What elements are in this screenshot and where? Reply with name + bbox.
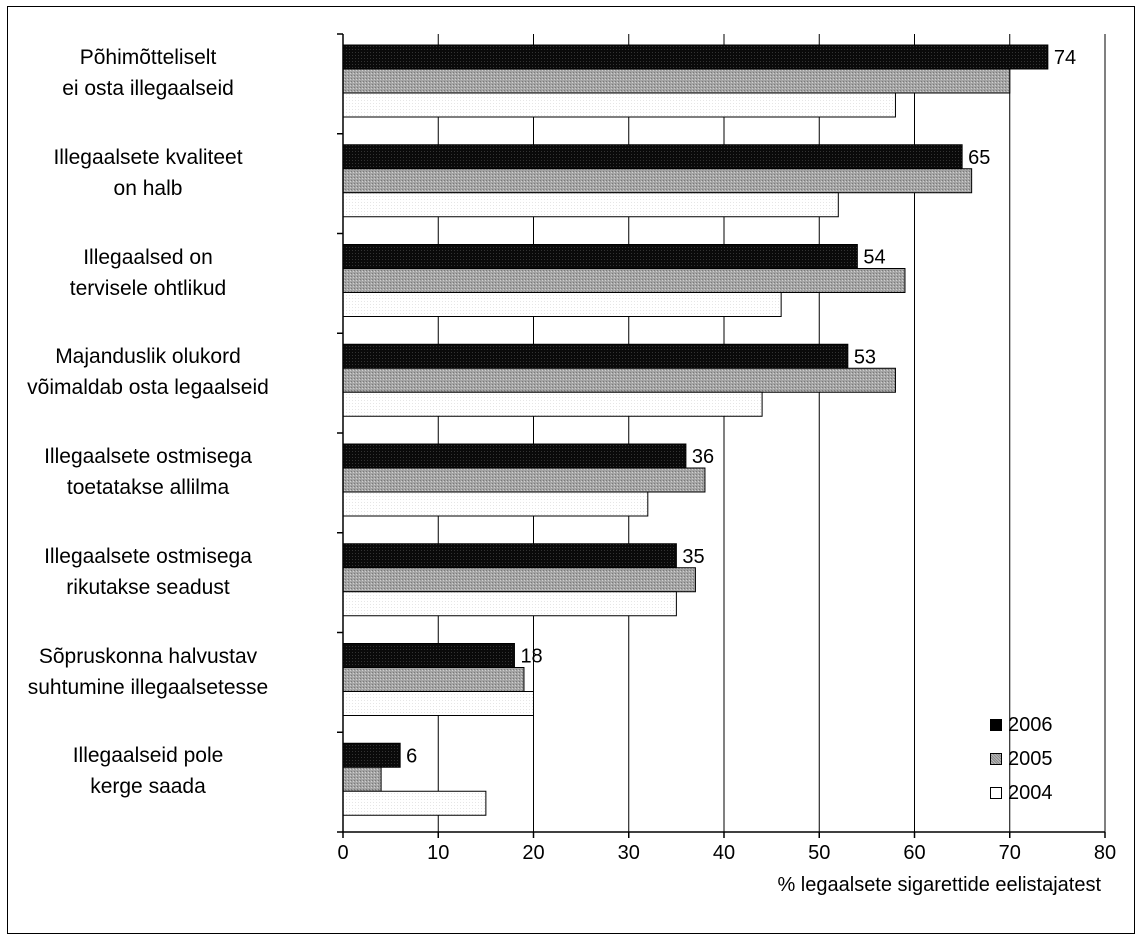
bar-2004 (342, 491, 649, 517)
x-tick-label: 60 (903, 842, 926, 864)
legend-swatch (990, 719, 1002, 731)
x-tick-label: 70 (998, 842, 1021, 864)
legend-label: 2005 (1008, 747, 1053, 770)
bar-2006 (342, 44, 1049, 70)
bar-2006 (342, 643, 515, 668)
category-label-line: Illegaalseid pole (72, 744, 224, 768)
x-tick-label: 10 (427, 842, 450, 864)
bar-2005 (342, 766, 382, 792)
bar-2006 (342, 742, 401, 768)
category-label-line: kerge saada (90, 775, 206, 799)
bar-2004 (342, 691, 534, 716)
legend: 2006 2005 2004 (990, 708, 1053, 810)
data-label: 6 (406, 745, 417, 767)
data-label: 18 (520, 646, 542, 668)
bar-2004 (342, 292, 782, 317)
bar-2006 (342, 443, 687, 469)
legend-label: 2004 (1008, 781, 1053, 804)
category-label-line: Illegaalsete ostmisega (44, 544, 252, 568)
x-axis-label: % legaalsete sigarettide eelistajatest (777, 874, 1101, 896)
category-label-line: Põhimõtteliselt (79, 46, 217, 69)
category-label: Põhimõtteliselt ei osta illegaalseid (0, 42, 313, 104)
x-tick-label: 50 (808, 842, 831, 864)
bar-2006 (342, 543, 677, 569)
category-label-line: tervisele ohtlikud (69, 276, 227, 300)
bar-2004 (342, 790, 487, 816)
x-tick-label: 80 (1093, 842, 1117, 864)
category-label-line: võimaldab osta legaalseid (27, 376, 269, 400)
category-label-line: toetatakse allilma (66, 476, 230, 499)
bar-2005 (342, 168, 973, 194)
data-label: 53 (854, 346, 876, 368)
legend-swatch (990, 753, 1002, 765)
category-label-line: Illegaalsed on (83, 245, 213, 269)
bar-2005 (342, 467, 706, 493)
bar-2004 (342, 391, 763, 417)
data-label: 36 (692, 446, 714, 468)
data-label: 74 (1054, 47, 1076, 69)
data-label: 35 (682, 546, 704, 568)
category-label: Majanduslik olukord võimaldab osta legaal… (0, 341, 313, 403)
x-tick-label: 0 (337, 842, 349, 864)
category-label-line: rikutakse seadust (66, 575, 230, 599)
legend-item-2005: 2005 (990, 742, 1053, 776)
bar-2006 (342, 244, 858, 269)
bar-2005 (342, 68, 1011, 94)
category-label-line: Illegaalsete ostmisega (44, 445, 252, 468)
x-tick-label: 30 (617, 842, 640, 864)
legend-swatch (990, 787, 1002, 799)
category-label: Illegaalsete ostmisega rikutakse seadust (0, 541, 313, 603)
bar-2005 (342, 667, 525, 692)
data-label: 65 (968, 147, 990, 169)
bar-2004 (342, 92, 896, 118)
bar-2004 (342, 591, 677, 617)
bar-2006 (342, 343, 849, 369)
category-label-line: Sõpruskonna halvustav (38, 644, 258, 668)
category-label-line: suhtumine illegaalsetesse (27, 675, 269, 699)
category-label-line: Majanduslik olukord (55, 345, 241, 369)
legend-item-2006: 2006 (990, 708, 1053, 742)
legend-label: 2006 (1008, 713, 1053, 736)
category-label: Illegaalseid pole kerge saada (0, 740, 313, 802)
legend-item-2004: 2004 (990, 776, 1053, 810)
category-label: Sõpruskonna halvustav suhtumine illegaals… (0, 641, 313, 703)
bar-2005 (342, 268, 906, 293)
category-label: Illegaalsed on tervisele ohtlikud (0, 242, 313, 304)
bar-2005 (342, 367, 896, 393)
bar-2005 (342, 567, 696, 593)
category-label-line: Illegaalsete kvaliteet (53, 145, 243, 169)
bar-2006 (342, 144, 963, 170)
data-label: 54 (863, 247, 885, 269)
category-label-line: ei osta illegaalseid (62, 77, 234, 100)
category-label: Illegaalsete ostmisega toetatakse allilma (0, 441, 313, 503)
category-label-line: on halb (113, 176, 183, 200)
bar-2004 (342, 192, 839, 218)
category-label: Illegaalsete kvaliteet on halb (0, 142, 313, 204)
x-tick-label: 20 (522, 842, 545, 864)
x-tick-label: 40 (712, 842, 736, 864)
